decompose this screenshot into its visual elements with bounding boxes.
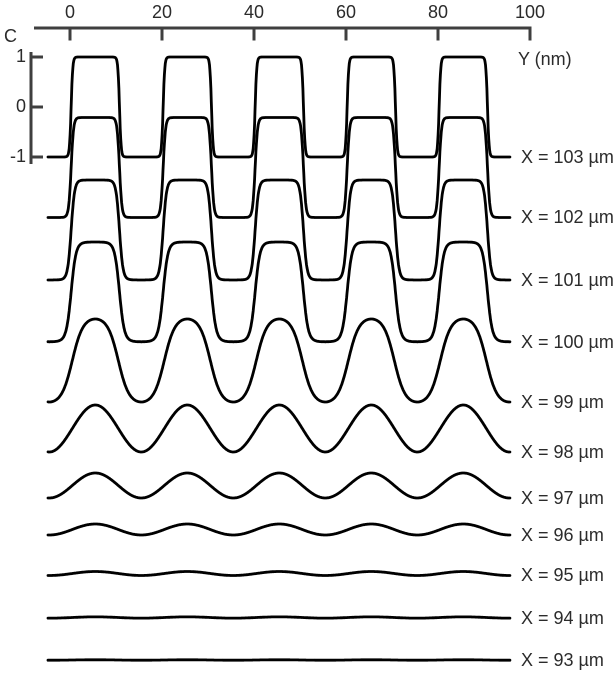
trace-label-x-94um: X = 94 µm	[521, 608, 604, 629]
c-axis-tick-label-1: 1	[15, 46, 26, 66]
y-axis-tick-label-60: 60	[335, 2, 357, 22]
trace-label-x-100um: X = 100 µm	[521, 331, 614, 352]
trace-x-102um	[46, 116, 512, 219]
trace-label-x-97um: X = 97 µm	[521, 487, 604, 508]
y-axis-tick-label-20: 20	[151, 2, 173, 22]
trace-label-x-102um: X = 102 µm	[521, 207, 614, 228]
c-axis-left	[29, 52, 43, 164]
trace-label-x-95um: X = 95 µm	[521, 565, 604, 586]
trace-x-97um	[46, 471, 512, 500]
trace-x-99um	[46, 317, 512, 404]
c-axis-tick-label--1: -1	[9, 146, 26, 166]
c-axis-title: C	[4, 26, 17, 46]
y-axis-tick-label-100: 100	[514, 2, 546, 22]
trace-x-103um	[46, 55, 512, 159]
trace-label-x-99um: X = 99 µm	[521, 391, 604, 412]
y-axis-tick-label-80: 80	[427, 2, 449, 22]
trace-x-100um	[46, 240, 512, 344]
trace-x-95um	[46, 570, 512, 577]
trace-x-98um	[46, 403, 512, 454]
trace-x-96um	[46, 522, 512, 537]
trace-label-x-93um: X = 93 µm	[521, 650, 604, 671]
trace-label-x-103um: X = 103 µm	[521, 147, 614, 167]
y-axis-tick-label-40: 40	[243, 2, 265, 22]
y-axis-unit-label: Y (nm)	[518, 49, 572, 69]
trace-x-101um	[46, 178, 512, 282]
trace-label-x-101um: X = 101 µm	[521, 269, 614, 290]
c-axis-tick-label-0: 0	[15, 96, 26, 116]
y-axis-top	[34, 26, 532, 41]
trace-label-x-96um: X = 96 µm	[521, 524, 604, 545]
trace-label-x-98um: X = 98 µm	[521, 441, 604, 462]
trace-x-94um	[46, 615, 512, 620]
y-axis-tick-label-0: 0	[64, 2, 76, 22]
traces	[46, 55, 512, 662]
